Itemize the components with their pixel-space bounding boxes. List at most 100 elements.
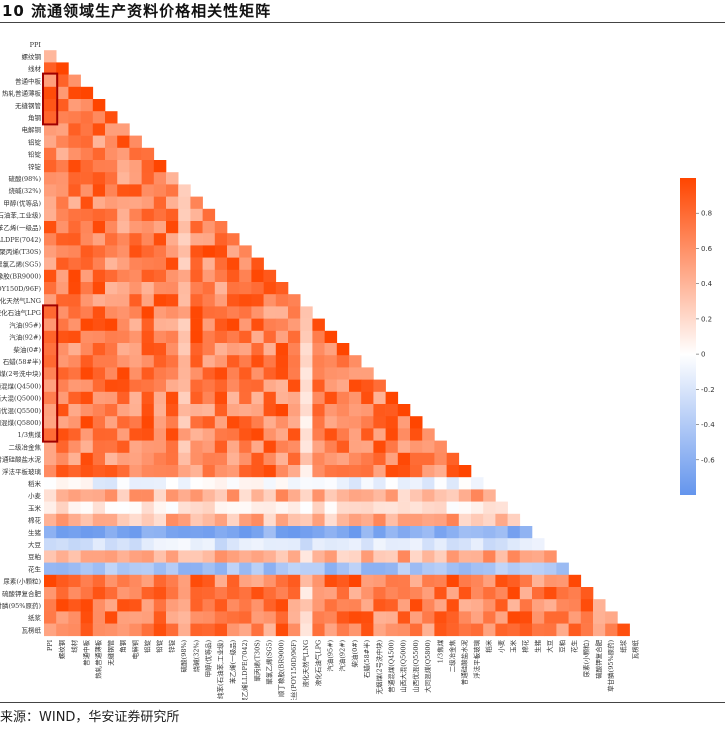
heatmap-cell <box>251 501 264 515</box>
heatmap-cell <box>507 623 521 637</box>
row-label: 液化天然气LNG <box>0 296 41 305</box>
heatmap-cell <box>239 526 252 539</box>
heatmap-cell <box>300 428 313 441</box>
heatmap-cell <box>44 233 57 246</box>
heatmap-cell <box>92 367 106 380</box>
heatmap-cell <box>288 318 301 332</box>
column-label: 顺丁橡胶(BR9000) <box>277 639 286 697</box>
heatmap-cell <box>190 611 203 624</box>
heatmap-cell <box>239 452 252 466</box>
heatmap-cell <box>251 489 264 502</box>
row-label: 稻米 <box>28 479 42 488</box>
colorbar-tick-label: 0.6 <box>701 245 713 253</box>
heatmap-cell <box>68 391 81 405</box>
heatmap-cell <box>263 611 277 624</box>
heatmap-cell <box>129 172 142 185</box>
heatmap-cell <box>92 294 106 307</box>
heatmap-cell <box>44 465 57 478</box>
heatmap-cell <box>324 465 338 478</box>
row-label: 山西优混(Q5500) <box>0 406 41 415</box>
heatmap-cell <box>80 245 94 258</box>
heatmap-cell <box>178 513 191 527</box>
heatmap-cell <box>288 404 301 417</box>
heatmap-cell <box>92 428 106 441</box>
heatmap-cell <box>227 513 240 527</box>
heatmap-cell <box>275 379 289 393</box>
heatmap-cell <box>129 526 142 539</box>
heatmap-cell <box>166 172 179 185</box>
heatmap-cell <box>92 208 106 222</box>
heatmap-cell <box>422 501 435 515</box>
heatmap-cell <box>166 233 179 246</box>
heatmap-cell <box>288 306 301 319</box>
heatmap-cell <box>227 355 240 368</box>
heatmap-cell <box>56 123 69 136</box>
heatmap-cell <box>410 501 423 515</box>
heatmap-cell <box>422 599 435 612</box>
heatmap-cell <box>263 343 277 356</box>
heatmap-cell <box>519 599 533 612</box>
heatmap-cell <box>117 404 130 417</box>
heatmap-cell <box>56 74 69 88</box>
heatmap-cell <box>385 452 399 466</box>
heatmap-cell <box>141 428 155 441</box>
heatmap-cell <box>68 160 81 173</box>
heatmap-cell <box>178 574 191 588</box>
heatmap-cell <box>141 282 155 295</box>
heatmap-cell <box>44 135 57 149</box>
heatmap-cell <box>227 294 240 307</box>
heatmap-cell <box>92 282 106 295</box>
heatmap-cell <box>166 269 179 283</box>
row-label: 普通混煤(Q4500) <box>0 381 41 390</box>
heatmap-cell <box>117 135 130 149</box>
heatmap-cell <box>556 587 569 600</box>
heatmap-cell <box>129 147 142 161</box>
heatmap-cell <box>349 416 362 429</box>
heatmap-cell <box>141 233 155 246</box>
heatmap-cell <box>202 282 216 295</box>
heatmap-cell <box>44 221 57 234</box>
heatmap-cell <box>80 623 94 637</box>
heatmap-cell <box>141 379 155 393</box>
heatmap-cell <box>190 245 203 258</box>
heatmap-cell <box>251 465 264 478</box>
heatmap-cell <box>141 526 155 539</box>
heatmap-cell <box>251 294 264 307</box>
heatmap-cell <box>80 221 94 234</box>
heatmap-cell <box>105 343 118 356</box>
heatmap-cell <box>80 147 94 161</box>
heatmap-cell <box>56 135 69 149</box>
heatmap-cell <box>312 318 325 332</box>
heatmap-cell <box>251 526 264 539</box>
heatmap-cell <box>263 489 277 502</box>
row-label: 浮法平板玻璃 <box>2 467 42 476</box>
heatmap-cell <box>178 306 191 319</box>
heatmap-cell <box>251 355 264 368</box>
heatmap-cell <box>129 440 142 454</box>
heatmap-cell <box>312 611 325 624</box>
heatmap-cell <box>519 623 533 637</box>
heatmap-cell <box>92 123 106 136</box>
heatmap-cell <box>202 367 216 380</box>
correlation-heatmap: PPI螺纹钢线材普通中板热轧普通薄板无缝钢管角钢电解铜铝锭铅锭锌锭硫酸(98%)… <box>0 41 715 700</box>
heatmap-cell <box>80 550 94 563</box>
heatmap-cell <box>105 465 118 478</box>
heatmap-cell <box>92 611 106 624</box>
heatmap-cell <box>153 538 167 551</box>
heatmap-cell <box>373 501 386 515</box>
heatmap-cell <box>44 440 57 454</box>
heatmap-cell <box>117 379 130 393</box>
heatmap-cell <box>617 623 630 637</box>
heatmap-cell <box>275 599 289 612</box>
heatmap-cell <box>56 452 69 466</box>
heatmap-cell <box>129 208 142 222</box>
heatmap-cell <box>483 526 496 539</box>
heatmap-cell <box>92 355 106 368</box>
heatmap-cell <box>44 477 57 490</box>
heatmap-cell <box>446 489 460 502</box>
heatmap-cell <box>92 526 106 539</box>
heatmap-cell <box>190 367 203 380</box>
heatmap-cell <box>80 196 94 210</box>
heatmap-cell <box>56 404 69 417</box>
heatmap-cell <box>68 623 81 637</box>
